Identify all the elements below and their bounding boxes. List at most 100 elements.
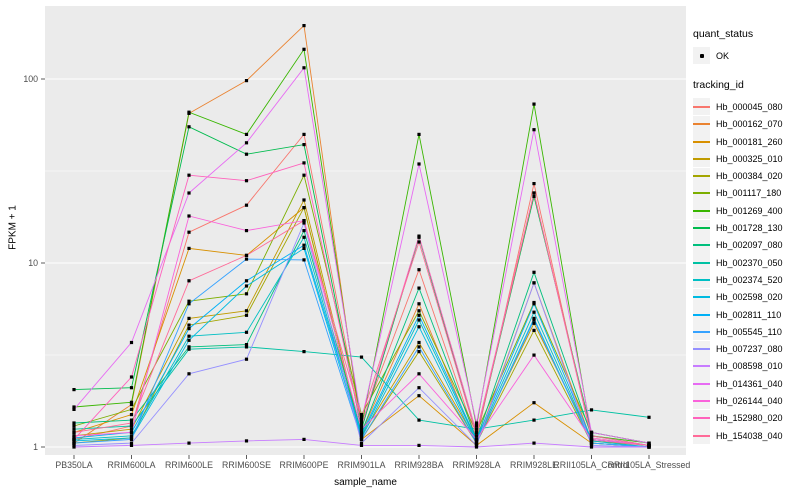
data-point xyxy=(417,325,421,329)
x-tick-label: RRIM901LA xyxy=(338,460,386,470)
legend-label: Hb_002811_110 xyxy=(716,309,782,320)
data-point xyxy=(532,182,536,186)
legend-key xyxy=(693,288,710,306)
line-swatch-icon xyxy=(693,348,710,351)
data-point xyxy=(474,424,479,428)
x-tick-label: RRIM600LA xyxy=(108,460,156,470)
legend-item: Hb_001728_130 xyxy=(693,219,783,237)
legend-key xyxy=(693,133,710,151)
data-point xyxy=(187,214,191,218)
data-point xyxy=(302,219,306,223)
data-point xyxy=(589,441,594,445)
data-point xyxy=(532,318,536,322)
data-point xyxy=(129,407,134,411)
x-tick-label: RRIM928LE xyxy=(510,460,558,470)
data-point xyxy=(417,286,421,290)
line-swatch-icon xyxy=(693,140,710,143)
legend-key xyxy=(693,271,710,289)
data-point xyxy=(72,437,76,441)
legend-item: Hb_014361_040 xyxy=(693,375,783,393)
x-tick-label: RRIM928BA xyxy=(395,460,444,470)
line-swatch-icon xyxy=(693,105,710,108)
data-point xyxy=(302,437,306,441)
data-point xyxy=(244,132,249,136)
data-point xyxy=(72,445,76,449)
data-point xyxy=(244,284,249,288)
legend-key xyxy=(693,306,710,323)
data-point xyxy=(129,424,134,428)
data-point xyxy=(187,338,191,342)
data-point xyxy=(417,132,421,136)
data-point xyxy=(129,441,134,445)
data-point xyxy=(532,310,536,314)
data-point xyxy=(187,316,191,320)
legend-key xyxy=(693,202,710,220)
line-swatch-icon xyxy=(693,192,710,195)
data-point xyxy=(359,413,364,417)
legend-key xyxy=(693,98,710,116)
data-point xyxy=(589,434,594,438)
data-point xyxy=(359,434,364,438)
data-point xyxy=(359,427,364,431)
line-swatch-icon xyxy=(693,296,710,299)
legend-label: Hb_001269_400 xyxy=(716,205,783,216)
data-point xyxy=(129,437,134,441)
data-point xyxy=(647,443,651,447)
data-point xyxy=(187,345,191,349)
line-swatch-icon xyxy=(693,434,710,437)
data-point xyxy=(302,206,306,210)
legend-item: Hb_152980_020 xyxy=(693,409,783,427)
data-point xyxy=(532,194,536,198)
data-point xyxy=(129,403,134,407)
data-point xyxy=(129,413,134,417)
legend-item: Hb_000325_010 xyxy=(693,150,783,168)
data-point xyxy=(417,318,421,322)
legend-label: Hb_001117_180 xyxy=(716,188,782,199)
legend-key xyxy=(693,323,710,341)
data-point xyxy=(589,436,594,440)
legend-item: Hb_000384_020 xyxy=(693,167,783,185)
data-point xyxy=(129,375,134,379)
data-point xyxy=(244,141,249,145)
legend-tracking-id-section: tracking_id Hb_000045_080 Hb_000162_070 Hb… xyxy=(693,79,783,445)
data-point xyxy=(302,246,306,250)
data-point xyxy=(302,221,306,225)
x-tick-label: RRII105LA_Control xyxy=(553,460,629,470)
data-point xyxy=(417,309,421,313)
legend-key xyxy=(693,219,710,237)
data-point xyxy=(359,443,364,447)
data-point xyxy=(244,152,249,156)
data-point xyxy=(302,198,306,202)
legend-tracking-id-title: tracking_id xyxy=(693,79,744,92)
legend-item: Hb_000045_080 xyxy=(693,98,783,116)
data-point xyxy=(417,268,421,272)
legend-item: Hb_000181_260 xyxy=(693,133,783,151)
legend-key xyxy=(693,375,710,393)
x-tick-label: RRII105LA_Stressed xyxy=(608,460,691,470)
data-point xyxy=(244,279,249,283)
data-point xyxy=(187,323,191,327)
data-point xyxy=(532,441,536,445)
data-point xyxy=(129,340,134,345)
data-point xyxy=(72,388,76,392)
data-point xyxy=(129,421,134,425)
x-tick-label: RRIM600SE xyxy=(222,460,271,470)
data-point xyxy=(417,234,421,238)
line-swatch-icon xyxy=(693,244,710,247)
data-point xyxy=(359,418,364,422)
data-point xyxy=(244,439,249,443)
data-point xyxy=(244,343,249,347)
data-point xyxy=(302,24,306,28)
data-point xyxy=(417,394,421,398)
data-point xyxy=(532,328,536,332)
line-swatch-icon xyxy=(693,382,710,385)
data-point xyxy=(417,443,421,447)
legend-item: Hb_005545_110 xyxy=(693,323,783,341)
data-point xyxy=(359,421,364,425)
data-point xyxy=(359,432,364,436)
data-point xyxy=(417,240,421,244)
legend-item: Hb_002811_110 xyxy=(693,306,783,323)
data-point xyxy=(532,401,536,405)
data-point xyxy=(302,350,306,354)
